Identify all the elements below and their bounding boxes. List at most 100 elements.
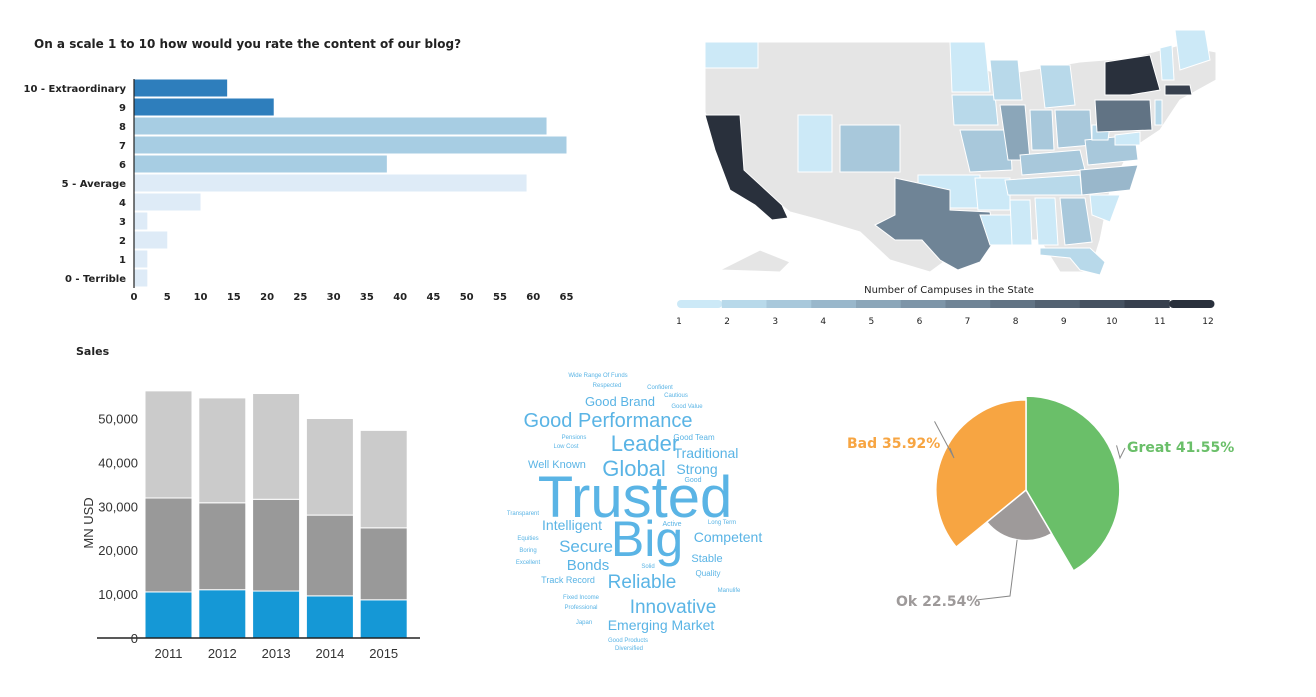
legend-swatch-1 (721, 300, 767, 308)
pie-slice-2 (935, 399, 1027, 549)
word-5: Good Value (671, 404, 703, 410)
word-cloud: Wide Range Of Funds Respected Confident Cau… (507, 373, 762, 652)
bar-2011-series-1 (144, 497, 193, 593)
state-wisconsin (989, 59, 1023, 101)
state-maryland (1114, 131, 1141, 146)
category-label-8: 2 (119, 236, 126, 247)
category-label-0: 10 - Extraordinary (24, 84, 127, 95)
state-utah (797, 114, 833, 173)
bar-2013-series-0 (252, 590, 301, 639)
word-28: Stable (691, 553, 722, 565)
map-chart-panel: Number of Campuses in the State 1 2 3 4 5 6 7 8 9… (660, 0, 1316, 340)
word-19: Active (662, 521, 681, 528)
word-0: Wide Range Of Funds (568, 373, 627, 379)
state-maine (1174, 29, 1211, 71)
bar-2015-series-2 (359, 429, 408, 529)
bar-2012-series-1 (198, 502, 247, 591)
y-tick-3: 30,000 (98, 499, 138, 514)
category-label-5: 5 - Average (62, 179, 127, 190)
word-30: Track Record (541, 575, 595, 585)
state-mississippi (1009, 199, 1033, 246)
state-vermont-nh (1159, 44, 1175, 81)
sales-chart-panel: Sales 2011 2012 2013 2014 2015 0 10,000 20,000 30… (0, 340, 470, 697)
category-label-7: 3 (119, 217, 126, 228)
category-label-9: 1 (119, 255, 126, 266)
pie-leader-1 (975, 539, 1018, 601)
word-15: Good (684, 477, 701, 484)
x-tick-3: 15 (227, 292, 241, 303)
state-new-york (1104, 54, 1161, 96)
map-nodata-1 (719, 249, 791, 273)
word-38: Emerging Market (608, 617, 715, 633)
state-washington (704, 41, 759, 69)
state-kentucky (1019, 149, 1086, 176)
legend-swatch-11 (1169, 300, 1215, 308)
word-27: Solid (641, 564, 654, 570)
state-alabama (1034, 197, 1059, 246)
word-34: Fixed Income (563, 595, 600, 601)
legend-swatch-8 (1035, 300, 1081, 308)
word-16: Trusted (538, 465, 732, 530)
word-24: Boring (519, 548, 536, 554)
word-18: Intelligent (542, 517, 602, 533)
x-tick-4: 20 (260, 292, 274, 303)
state-minnesota (949, 41, 991, 93)
bar-5 (134, 174, 527, 192)
legend-tick-5: 6 (917, 317, 923, 327)
state-arkansas (974, 177, 1011, 211)
x-tick-8: 40 (393, 292, 407, 303)
category-label-2: 8 (119, 122, 126, 133)
x-tick-0: 2011 (155, 646, 183, 661)
bar-2011-series-0 (144, 591, 193, 639)
word-31: Reliable (608, 572, 677, 593)
x-tick-9: 45 (426, 292, 440, 303)
bar-9 (134, 250, 148, 268)
bar-0 (134, 79, 228, 97)
pie-leader-0 (1116, 445, 1126, 460)
word-8: Low Cost (553, 444, 578, 450)
bar-2012-series-2 (198, 397, 247, 504)
legend-swatch-10 (1124, 300, 1170, 308)
legend-tick-3: 4 (820, 317, 826, 327)
x-tick-13: 65 (560, 292, 574, 303)
ratings-chart-panel: On a scale 1 to 10 how would you rate th… (0, 0, 640, 330)
y-tick-0: 0 (131, 631, 138, 646)
category-label-6: 4 (119, 198, 126, 209)
word-14: Strong (676, 461, 717, 477)
pie-label-1: Ok 22.54% (896, 594, 980, 610)
pie-leader-2 (934, 421, 955, 459)
x-tick-2: 10 (194, 292, 208, 303)
legend-tick-0: 1 (676, 317, 682, 327)
pie-chart: Great 41.55% Ok 22.54% Bad 35.92% (847, 395, 1234, 610)
legend-tick-7: 8 (1013, 317, 1019, 327)
word-3: Cautious (664, 393, 688, 399)
legend-swatch-9 (1079, 300, 1125, 308)
bar-2014-series-2 (305, 418, 354, 516)
legend-tick-8: 9 (1061, 317, 1067, 327)
legend-swatch-6 (945, 300, 991, 308)
bar-8 (134, 231, 168, 249)
state-massachusetts (1164, 84, 1193, 96)
x-tick-3: 2014 (315, 646, 344, 661)
bar-2 (134, 117, 547, 135)
bar-7 (134, 212, 148, 230)
pie-label-2: Bad 35.92% (847, 436, 940, 452)
state-north-carolina (1079, 164, 1139, 196)
sales-chart: Sales 2011 2012 2013 2014 2015 0 10,000 20,000 30… (76, 345, 420, 661)
legend-tick-1: 2 (724, 317, 730, 327)
word-40: Diversified (615, 646, 643, 652)
y-tick-1: 10,000 (98, 587, 138, 602)
word-1: Respected (593, 383, 622, 389)
state-michigan (1039, 64, 1076, 109)
x-tick-2: 2013 (262, 646, 291, 661)
pie-chart-panel: Great 41.55% Ok 22.54% Bad 35.92% (800, 360, 1316, 660)
y-tick-5: 50,000 (98, 412, 138, 427)
x-tick-7: 35 (360, 292, 374, 303)
state-new-jersey (1154, 99, 1163, 126)
bar-10 (134, 269, 148, 287)
x-tick-6: 30 (327, 292, 341, 303)
y-axis-label: MN USD (81, 497, 96, 548)
state-georgia (1059, 197, 1093, 246)
legend-swatch-5 (900, 300, 946, 308)
y-tick-4: 40,000 (98, 455, 138, 470)
